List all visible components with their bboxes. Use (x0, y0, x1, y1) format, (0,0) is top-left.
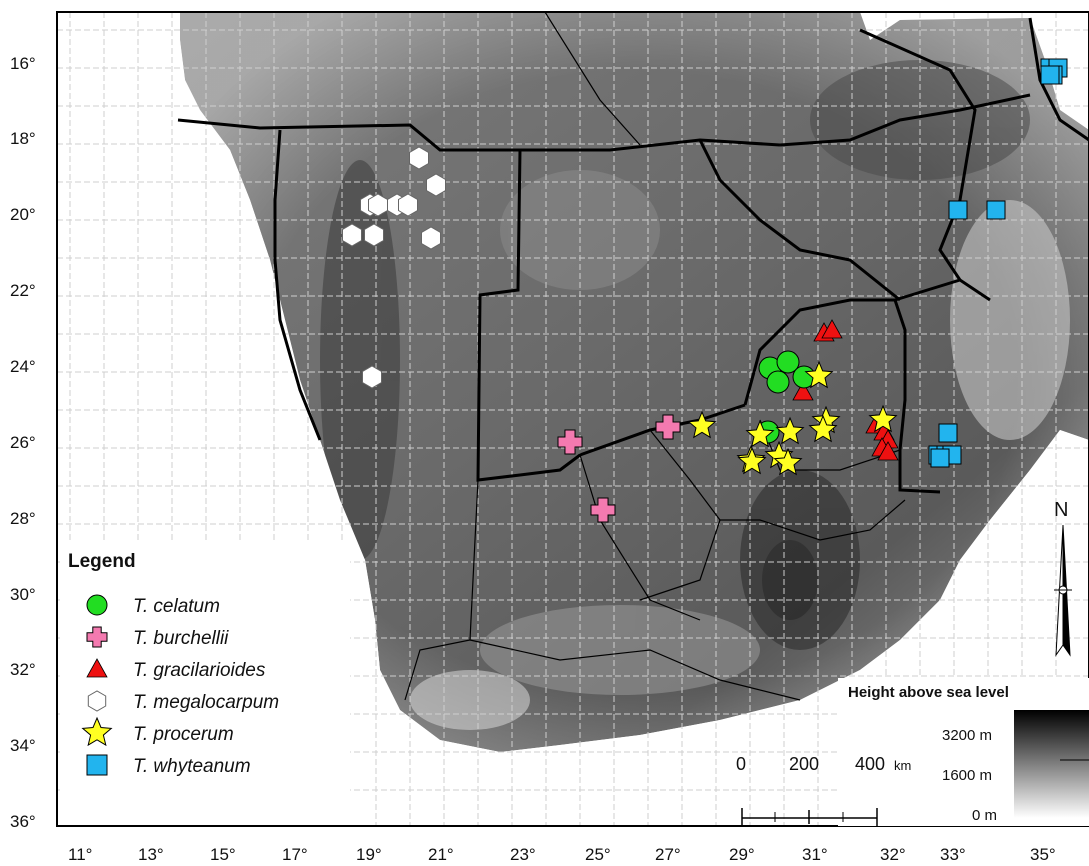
burchellii-marker (590, 497, 616, 523)
scale-label-400: 400 (855, 754, 885, 774)
latitude-label: 36° (10, 812, 36, 831)
longitude-label: 11° (68, 845, 92, 864)
legend-star-icon (81, 716, 113, 747)
megalocarpum-marker (421, 226, 441, 250)
latitude-label: 16° (10, 54, 36, 73)
elevation-label-high: 3200 m (942, 727, 992, 744)
celatum-marker (776, 350, 800, 374)
megalocarpum-marker (409, 146, 429, 170)
whyteanum-marker (930, 448, 950, 468)
legend: Legend T. celatum T. burchellii T. gracila… (60, 540, 350, 825)
longitude-label: 31° (802, 845, 828, 864)
legend-label: T. burchellii (133, 628, 229, 649)
longitude-label: 27° (655, 845, 681, 864)
legend-label: T. megalocarpum (133, 692, 279, 713)
elevation-label-low: 0 m (972, 807, 997, 824)
map-frame (56, 11, 1089, 827)
longitude-label: 21° (428, 845, 454, 864)
relief-shading (320, 60, 1070, 730)
megalocarpum-marker (364, 223, 384, 247)
legend-square-icon (86, 754, 108, 776)
procerum-marker (745, 419, 775, 448)
latitude-label: 24° (10, 357, 36, 376)
longitude-label: 23° (510, 845, 536, 864)
burchellii-marker (655, 414, 681, 440)
celatum-marker (766, 370, 790, 394)
latitude-label: 18° (10, 129, 36, 148)
longitude-label: 25° (585, 845, 611, 864)
elevation-gradient-bar (1014, 710, 1089, 818)
latitude-label: 20° (10, 205, 36, 224)
gracilarioides-marker (821, 319, 843, 339)
whyteanum-marker (1040, 65, 1060, 85)
megalocarpum-marker (342, 223, 362, 247)
north-arrow: N (1054, 499, 1072, 657)
longitude-label: 15° (210, 845, 236, 864)
procerum-marker (868, 404, 898, 433)
longitude-label: 17° (282, 845, 308, 864)
procerum-marker (687, 410, 717, 439)
scale-bar: 0 200 400 km (736, 754, 911, 826)
longitude-label: 35° (1030, 845, 1056, 864)
legend-label: T. gracilarioides (133, 660, 266, 681)
latitude-label: 26° (10, 433, 36, 452)
elevation-label-mid: 1600 m (942, 767, 992, 784)
scale-label-0: 0 (736, 754, 746, 774)
megalocarpum-marker (426, 173, 446, 197)
latitude-label: 34° (10, 736, 36, 755)
procerum-marker (773, 447, 803, 476)
longitude-label: 19° (356, 845, 382, 864)
country-borders (177, 17, 1089, 494)
procerum-marker (775, 416, 805, 445)
legend-plus-icon (86, 626, 108, 648)
whyteanum-marker (986, 200, 1006, 220)
longitude-labels: 11° 13° 15° 17° 19° 21° 23° 25° 27° 29° 31° 32° 33° 3… (68, 845, 1056, 864)
latitude-labels: 16° 18° 20° 22° 24° 26° 28° 30° 32° 34° 36° (10, 54, 36, 831)
longitude-label: 33° (940, 845, 966, 864)
latitude-label: 32° (10, 660, 36, 679)
gracilarioides-marker (792, 381, 814, 401)
megalocarpum-marker (368, 193, 388, 217)
megalocarpum-marker (398, 193, 418, 217)
legend-label: T. procerum (133, 724, 234, 745)
legend-title: Legend (68, 551, 136, 572)
longitude-label: 32° (880, 845, 906, 864)
legend-label: T. celatum (133, 596, 220, 617)
latitude-label: 28° (10, 509, 36, 528)
scale-unit: km (894, 758, 911, 773)
legend-label: T. whyteanum (133, 756, 251, 777)
scale-label-200: 200 (789, 754, 819, 774)
gracilarioides-marker (877, 441, 899, 461)
latitude-label: 22° (10, 281, 36, 300)
burchellii-marker (557, 429, 583, 455)
elevation-title: Height above sea level (848, 684, 1009, 701)
whyteanum-marker (938, 423, 958, 443)
legend-triangle-icon (86, 658, 108, 678)
north-label: N (1054, 499, 1068, 521)
procerum-marker (804, 360, 834, 389)
procerum-marker (737, 446, 767, 475)
legend-circle-icon (86, 594, 108, 616)
whyteanum-marker (948, 200, 968, 220)
legend-hexagon-icon (87, 690, 107, 712)
occurrence-markers (342, 58, 1068, 523)
procerum-marker (808, 414, 838, 443)
province-borders (404, 12, 906, 701)
elevation-key: Height above sea level 3200 m 1600 m 0 m (838, 678, 1089, 826)
megalocarpum-marker (362, 365, 382, 389)
latitude-label: 30° (10, 585, 36, 604)
longitude-label: 29° (729, 845, 755, 864)
longitude-label: 13° (138, 845, 164, 864)
